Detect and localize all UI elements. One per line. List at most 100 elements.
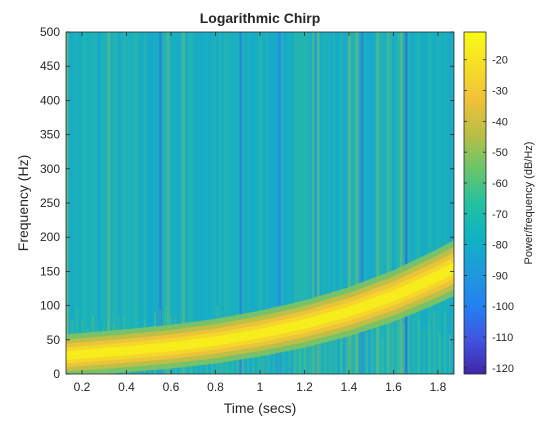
noise-slice [226, 32, 230, 374]
noise-slice [425, 32, 429, 374]
noise-slice [179, 32, 183, 374]
noise-slice [422, 32, 426, 374]
noise-slice [309, 32, 313, 374]
noise-slice [117, 32, 121, 374]
noise-slice [386, 313, 389, 374]
noise-slice [249, 32, 253, 374]
noise-slice [265, 32, 269, 374]
y-tick-label: 150 [40, 264, 60, 278]
noise-slice [81, 32, 85, 374]
noise-slice [161, 32, 165, 374]
noise-slice [135, 32, 139, 374]
chart-title: Logarithmic Chirp [200, 10, 321, 26]
noise-slice [148, 32, 152, 374]
noise-slice [293, 32, 297, 374]
noise-slice [216, 32, 219, 374]
noise-slice [397, 320, 400, 374]
chirp-ridge-layer [66, 240, 454, 374]
colorbar-tick-label: -110 [492, 332, 513, 344]
noise-slice [247, 32, 250, 374]
noise-slice [262, 32, 266, 374]
noise-slice [376, 32, 380, 374]
noise-slice [314, 32, 318, 374]
noise-slice [89, 32, 93, 374]
y-tick-label: 250 [40, 196, 60, 210]
noise-slice [391, 309, 394, 374]
noise-slice [97, 32, 100, 374]
noise-slice [112, 32, 116, 374]
noise-slice [169, 32, 173, 374]
noise-slice [244, 32, 248, 374]
noise-slice [94, 32, 98, 374]
noise-slice [252, 32, 256, 374]
noise-slice [324, 32, 328, 374]
noise-slice [433, 32, 437, 374]
chirp-ridge-band [66, 262, 454, 360]
x-tick-label: 1 [257, 380, 264, 394]
noise-slice [410, 32, 413, 374]
noise-slice [415, 32, 419, 374]
colorbar-tick-label: -90 [492, 270, 508, 282]
noise-slice [68, 32, 72, 374]
noise-slice [288, 32, 292, 374]
noise-slice [384, 32, 388, 374]
noise-slice [285, 32, 289, 374]
noise-slice [412, 32, 416, 374]
y-tick-label: 200 [40, 230, 60, 244]
noise-slice [428, 322, 431, 374]
noise-slice [324, 326, 327, 374]
noise-slice [345, 311, 348, 374]
noise-slice [99, 32, 103, 374]
noise-slice [319, 332, 322, 374]
colorbar-tick-label: -70 [492, 209, 508, 221]
noise-slice [120, 32, 124, 374]
noise-slice [164, 32, 168, 374]
x-tick-label: 1.6 [385, 380, 402, 394]
noise-slice [296, 32, 300, 374]
colorbar-tick-label: -120 [492, 363, 514, 375]
noise-slice [404, 32, 408, 374]
noise-slice [166, 32, 170, 374]
noise-slice [314, 319, 317, 374]
noise-slice [172, 32, 175, 374]
x-tick-label: 0.2 [74, 380, 91, 394]
colorbar-gradient [463, 31, 487, 375]
y-tick-label: 450 [40, 59, 60, 73]
colorbar-ticks: -120 -110 -100 -90 -80 -70 -60 -50 -40 -30 -20 [464, 55, 514, 375]
noise-slice [203, 32, 206, 374]
noise-slice [373, 32, 377, 374]
noise-slice [153, 32, 157, 374]
noise-slice [417, 318, 420, 374]
noise-slice [443, 32, 447, 374]
y-tick-label: 400 [40, 93, 60, 107]
noise-slice [122, 32, 126, 374]
noise-slice [394, 32, 398, 374]
noise-slice [91, 32, 95, 374]
noise-slice [435, 32, 439, 374]
y-tick-label: 0 [53, 367, 60, 381]
noise-slice [303, 328, 307, 374]
noise-slice [412, 310, 415, 374]
x-tick-label: 0.6 [163, 380, 180, 394]
background-noise-stripes [66, 32, 454, 374]
spectrogram-plot-area [66, 32, 454, 374]
noise-slice [288, 329, 291, 374]
noise-slice [332, 32, 336, 374]
noise-slice [130, 32, 134, 374]
noise-slice [270, 32, 274, 374]
x-axis-label: Time (secs) [224, 400, 297, 416]
noise-slice [428, 32, 432, 374]
noise-slice [182, 32, 186, 374]
noise-slice [417, 32, 421, 374]
noise-slice [298, 32, 302, 374]
noise-slice [76, 32, 80, 374]
noise-slice [177, 32, 181, 374]
y-tick-label: 500 [40, 25, 60, 39]
noise-slice [335, 32, 338, 374]
noise-slice [234, 32, 238, 374]
noise-slice [381, 338, 384, 374]
noise-slice [397, 32, 400, 374]
colorbar-tick-label: -20 [492, 55, 508, 67]
noise-slice [141, 32, 144, 374]
noise-slice [174, 32, 178, 374]
